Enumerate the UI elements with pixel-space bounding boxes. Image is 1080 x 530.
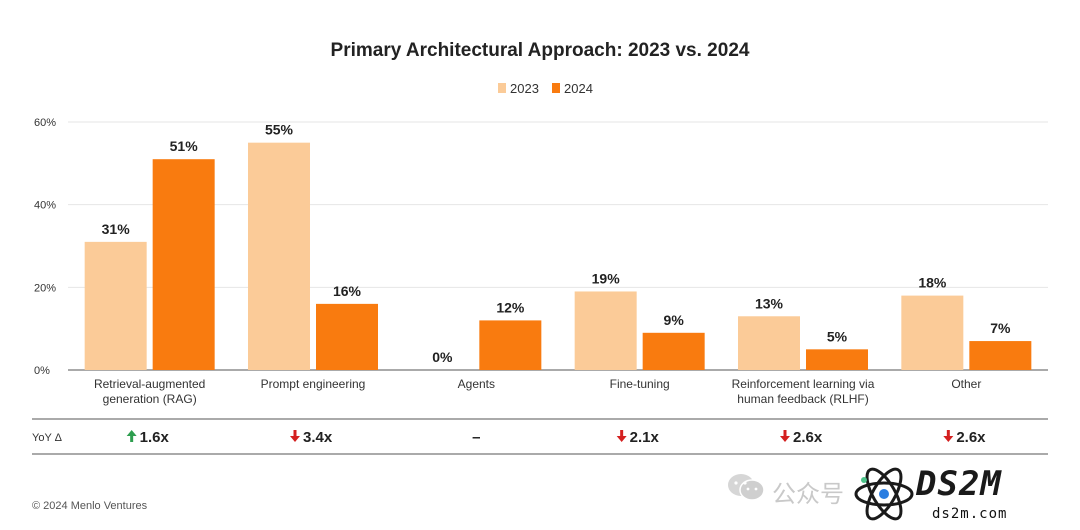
bar-2023-1 [248, 142, 310, 370]
bar-2023-0 [84, 241, 147, 370]
data-label-2024-1: 16% [333, 283, 362, 299]
x-tick-label: generation (RAG) [103, 392, 197, 406]
bar-2023-4 [738, 316, 800, 370]
yoy-value-0: 1.6x [140, 429, 170, 446]
yoy-value-3: 2.1x [630, 429, 660, 446]
yoy-value-5: 2.6x [956, 429, 986, 446]
legend-swatch-2024 [552, 83, 560, 93]
arrow-down-icon [290, 430, 300, 442]
y-tick-label: 40% [34, 200, 56, 212]
x-tick-label: human feedback (RLHF) [737, 392, 868, 406]
data-label-2024-5: 7% [990, 320, 1011, 336]
bar-2024-0 [152, 159, 215, 370]
x-tick-label: Reinforcement learning via [732, 377, 875, 391]
watermark-logo: DS2M [916, 464, 1002, 504]
legend-label-2023: 2023 [510, 81, 539, 96]
bar-2024-2 [479, 320, 542, 370]
x-tick-label: Retrieval-augmented [94, 377, 205, 391]
yoy-value-2: – [472, 429, 480, 446]
arrow-down-icon [780, 430, 790, 442]
watermark-url: ds2m.com [932, 506, 1008, 522]
chart-title: Primary Architectural Approach: 2023 vs.… [331, 40, 750, 61]
data-label-2024-0: 51% [170, 138, 199, 154]
data-label-2023-2: 0% [432, 349, 453, 365]
wechat-icon [728, 474, 765, 501]
x-tick-label: Prompt engineering [261, 377, 366, 391]
data-label-2023-5: 18% [918, 275, 947, 291]
yoy-label: YoY Δ [32, 432, 63, 444]
y-tick-label: 0% [34, 365, 50, 377]
arrow-down-icon [943, 430, 954, 442]
arrow-down-icon [616, 430, 627, 442]
data-label-2023-1: 55% [265, 122, 294, 138]
bar-2023-5 [901, 295, 964, 370]
bar-2024-5 [969, 341, 1032, 370]
copyright-footer: © 2024 Menlo Ventures [32, 500, 148, 512]
data-label-2024-2: 12% [496, 299, 525, 315]
data-label-2023-0: 31% [102, 221, 131, 237]
x-tick-label: Other [951, 377, 981, 391]
legend-swatch-2023 [498, 83, 506, 93]
y-tick-label: 20% [34, 282, 56, 294]
bar-2024-4 [806, 349, 868, 370]
watermark-channel-text: 公众号 [772, 480, 844, 508]
arrow-up-icon [126, 430, 137, 442]
data-label-2023-3: 19% [592, 270, 621, 286]
bar-2023-3 [574, 291, 637, 370]
yoy-value-1: 3.4x [303, 429, 333, 446]
watermark: 公众号 DS2M ds2m.com [726, 462, 1071, 526]
y-tick-label: 60% [34, 117, 56, 129]
data-label-2023-4: 13% [755, 295, 784, 311]
data-label-2024-3: 9% [664, 312, 685, 328]
data-label-2024-4: 5% [827, 328, 848, 344]
x-tick-label: Agents [458, 377, 495, 391]
atom-logo-icon [854, 467, 914, 521]
bar-2024-1 [316, 303, 378, 370]
legend-label-2024: 2024 [564, 81, 593, 96]
yoy-value-4: 2.6x [793, 429, 823, 446]
x-tick-label: Fine-tuning [610, 377, 670, 391]
bar-2024-3 [642, 332, 705, 370]
